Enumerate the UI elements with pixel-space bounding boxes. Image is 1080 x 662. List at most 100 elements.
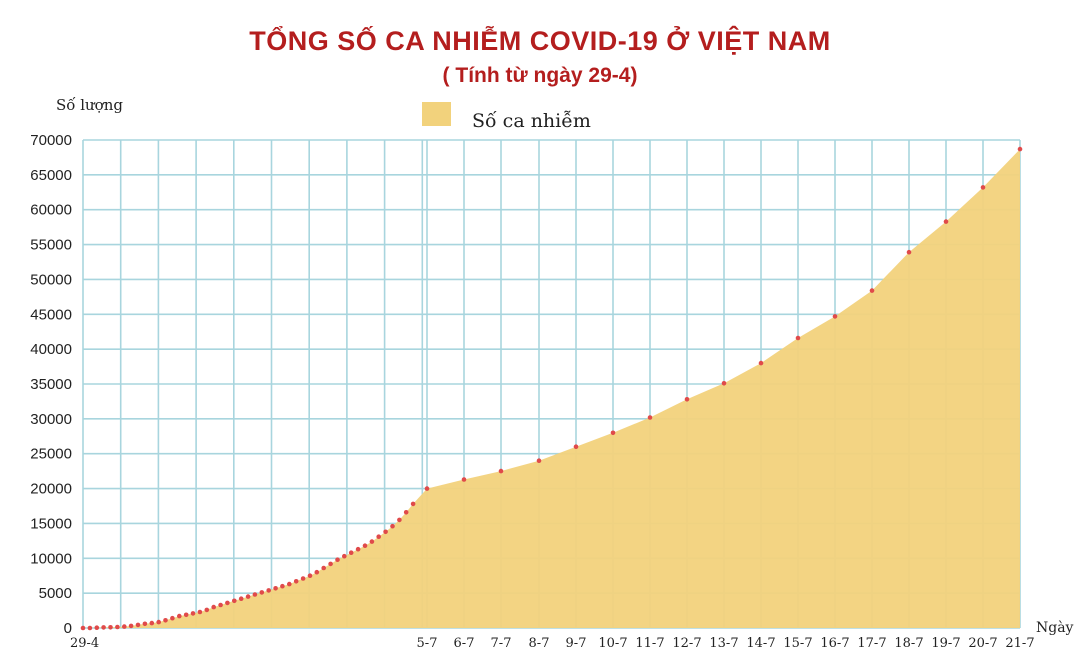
y-tick-label: 10000 [30, 550, 72, 567]
data-point [610, 430, 616, 436]
legend-label: Số ca nhiễm [472, 110, 591, 132]
y-tick-label: 20000 [30, 481, 72, 498]
x-tick-label: 21-7 [1005, 636, 1034, 651]
data-point [197, 609, 203, 615]
data-point [383, 529, 388, 535]
data-point [758, 360, 764, 366]
x-axis-label: Ngày [1036, 620, 1074, 636]
y-tick-label: 30000 [30, 411, 72, 428]
data-point [293, 579, 299, 584]
data-point [376, 534, 382, 539]
y-axis-label: Số lượng [56, 96, 123, 114]
data-point [170, 615, 175, 621]
data-point [328, 561, 333, 567]
x-tick-label: 20-7 [968, 636, 997, 651]
data-point [218, 602, 223, 608]
data-point [204, 607, 210, 613]
x-tick-label: 11-7 [635, 636, 664, 651]
x-tick-label: 12-7 [672, 636, 701, 651]
data-point [342, 553, 347, 559]
data-point [369, 539, 375, 544]
y-tick-label: 65000 [30, 167, 72, 184]
series-area [83, 149, 1020, 628]
x-tick-label: 10-7 [598, 636, 627, 651]
data-point [225, 600, 230, 606]
data-point [335, 557, 340, 562]
data-point [355, 546, 361, 552]
data-point [721, 381, 727, 386]
x-tick-label: 13-7 [709, 636, 738, 651]
x-tick-label: 17-7 [857, 636, 886, 651]
data-point [142, 621, 148, 627]
data-point [245, 594, 251, 599]
data-point [149, 620, 155, 626]
y-tick-label: 5000 [39, 585, 72, 602]
data-point [108, 625, 113, 630]
data-point [135, 622, 141, 628]
data-point [943, 219, 949, 224]
y-tick-label: 45000 [30, 306, 72, 323]
data-point [869, 288, 875, 293]
data-point [647, 415, 653, 420]
y-tick-label: 25000 [30, 446, 72, 463]
y-tick-label: 60000 [30, 202, 72, 219]
x-tick-label: 7-7 [491, 636, 512, 651]
x-tick-label: 8-7 [529, 636, 550, 651]
data-point [280, 583, 285, 589]
data-point [795, 335, 801, 341]
chart-title: TỔNG SỐ CA NHIỄM COVID-19 Ở VIỆT NAM [249, 26, 831, 56]
data-point [684, 397, 690, 402]
data-point [101, 625, 106, 630]
data-point [980, 185, 986, 190]
data-point [94, 625, 100, 630]
data-point [832, 314, 838, 319]
data-point [403, 510, 409, 515]
x-tick-label: 9-7 [566, 636, 587, 651]
data-point [190, 611, 196, 616]
data-point [183, 612, 189, 618]
x-tick-label: 29-4 [70, 636, 99, 651]
data-point [410, 501, 416, 507]
data-point [314, 569, 320, 575]
data-point [536, 458, 542, 464]
x-tick-label: 5-7 [417, 636, 438, 651]
y-tick-label: 70000 [30, 132, 72, 149]
x-tick-label: 18-7 [894, 636, 923, 651]
data-point [424, 486, 430, 491]
data-point [80, 625, 86, 631]
data-point [461, 477, 467, 482]
x-tick-label: 14-7 [746, 636, 775, 651]
data-point [273, 586, 278, 591]
data-point [122, 624, 127, 629]
y-tick-label: 50000 [30, 271, 72, 288]
y-tick-label: 15000 [30, 515, 72, 532]
data-point [163, 618, 168, 623]
data-point [397, 517, 402, 523]
y-tick-label: 0 [64, 620, 72, 637]
data-point [906, 249, 912, 255]
data-point [573, 444, 579, 450]
data-point [498, 468, 504, 474]
data-point [390, 523, 395, 529]
data-point [259, 590, 265, 595]
data-point [232, 598, 237, 604]
y-tick-label: 40000 [30, 341, 72, 358]
y-tick-label: 35000 [30, 376, 72, 393]
data-point [321, 565, 327, 571]
x-tick-label: 19-7 [931, 636, 960, 651]
data-point [307, 573, 313, 578]
data-point [156, 619, 161, 625]
legend-swatch [422, 102, 451, 126]
data-point [362, 543, 368, 548]
data-point [287, 581, 292, 587]
data-point [211, 604, 216, 610]
data-point [252, 592, 258, 597]
data-point [177, 613, 182, 619]
x-tick-label: 16-7 [820, 636, 849, 651]
data-point [128, 623, 134, 629]
y-tick-label: 55000 [30, 237, 72, 254]
data-point [266, 588, 272, 593]
data-point [87, 625, 93, 631]
data-point [1017, 146, 1023, 152]
